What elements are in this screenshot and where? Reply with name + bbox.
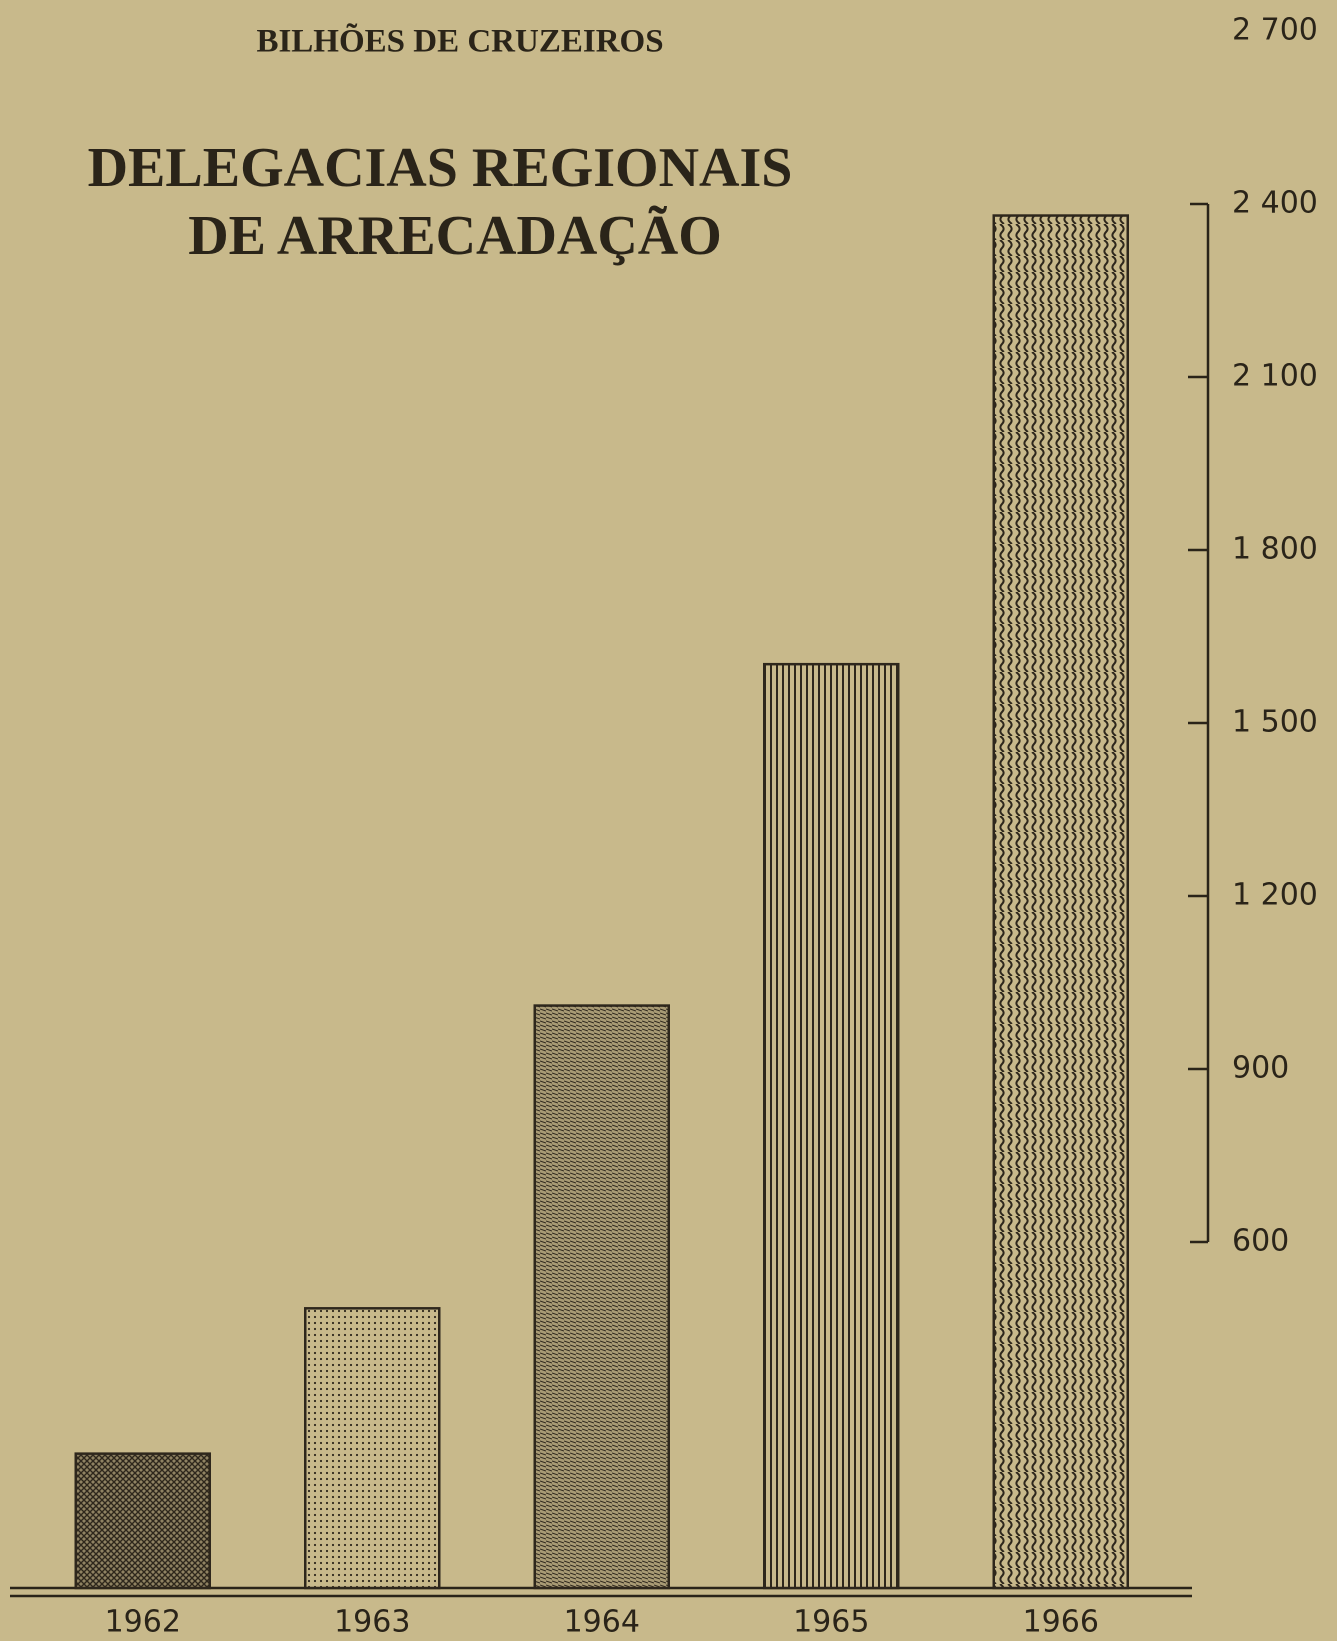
x-tick-label: 1966 [1023,1605,1099,1640]
y-tick-label: 2 100 [1232,359,1318,394]
y-tick-label: 2 700 [1232,13,1318,48]
bar [304,1307,441,1590]
x-tick-label: 1962 [105,1605,181,1640]
x-tick-label: 1965 [793,1605,869,1640]
y-tick-label: 1 500 [1232,705,1318,740]
bar [992,214,1129,1590]
y-tick-label: 2 400 [1232,186,1318,221]
y-tick-label: 600 [1232,1224,1289,1259]
x-tick-label: 1963 [334,1605,410,1640]
bar [533,1004,670,1590]
bar [763,662,900,1590]
y-tick-label: 900 [1232,1051,1289,1086]
bar [74,1452,211,1590]
y-tick-label: 1 200 [1232,878,1318,913]
y-tick-label: 1 800 [1232,532,1318,567]
x-tick-label: 1964 [564,1605,640,1640]
subtitle: BILHÕES DE CRUZEIROS [256,22,663,60]
chart-title: DE ARRECADAÇÃO [188,205,722,267]
chart-title: DELEGACIAS REGIONAIS [88,137,793,199]
